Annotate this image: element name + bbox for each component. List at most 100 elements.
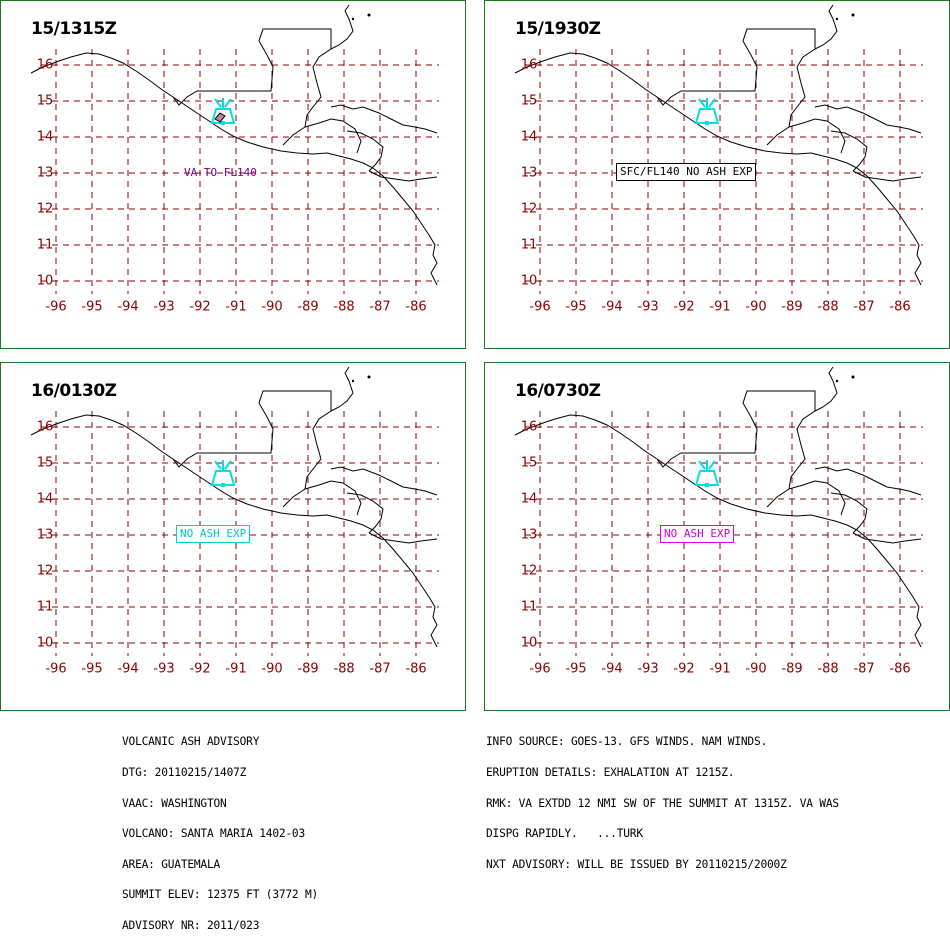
island <box>351 379 355 383</box>
forecast-time-label: 16/0730Z <box>515 381 601 401</box>
latitude-label: 14 <box>36 129 54 145</box>
island <box>835 17 839 21</box>
country-border <box>788 480 846 516</box>
advisory-line: INFO SOURCE: GOES-13. GFS WINDS. NAM WIN… <box>486 735 768 749</box>
longitude-label: -89 <box>781 299 803 315</box>
longitude-label: -90 <box>745 299 767 315</box>
longitude-label: -89 <box>297 299 319 315</box>
longitude-label: -90 <box>261 299 283 315</box>
advisory-line: VOLCANIC ASH ADVISORY <box>122 735 260 749</box>
latitude-label: 14 <box>520 129 538 145</box>
advisory-line: DTG: 20110215/1407Z <box>122 766 247 780</box>
coastline <box>514 414 922 648</box>
country-border <box>304 118 362 154</box>
eruption-plume-icon <box>224 98 232 108</box>
eruption-plume-icon <box>214 460 222 470</box>
longitude-label: -92 <box>673 299 695 315</box>
longitude-label: -86 <box>405 299 427 315</box>
latitude-label: 10 <box>520 273 538 289</box>
latitude-label: 11 <box>520 237 538 253</box>
longitude-label: -87 <box>369 661 391 677</box>
country-border <box>830 130 868 172</box>
coastline <box>330 466 438 496</box>
coastline <box>814 4 838 50</box>
longitude-label: -90 <box>261 661 283 677</box>
map-canvas <box>514 366 923 656</box>
country-border <box>788 118 846 154</box>
country-border <box>172 390 332 508</box>
forecast-time-label: 15/1930Z <box>515 19 601 39</box>
eruption-plume-icon <box>708 98 716 108</box>
latitude-label: 15 <box>36 93 54 109</box>
advisory-line: AREA: GUATEMALA <box>122 857 221 871</box>
longitude-label: -88 <box>333 299 355 315</box>
longitude-label: -89 <box>297 661 319 677</box>
longitude-label: -86 <box>889 661 911 677</box>
longitude-label: -95 <box>81 299 103 315</box>
longitude-label: -88 <box>333 661 355 677</box>
country-border <box>368 532 438 544</box>
latitude-label: 15 <box>520 455 538 471</box>
advisory-line: VAAC: WASHINGTON <box>122 796 227 810</box>
eruption-plume-icon <box>214 98 222 108</box>
advisory-line: RMK: VA EXTDD 12 NMI SW OF THE SUMMIT AT… <box>486 796 839 810</box>
volcano-summit-marker <box>705 483 709 487</box>
coastline <box>330 4 354 50</box>
map-panel-1: 15/1315Z VA TO FL140 16 15 14 13 12 11 10 -96 -9… <box>0 0 466 349</box>
coastline <box>814 366 838 412</box>
longitude-label: -93 <box>153 299 175 315</box>
eruption-plume-icon <box>708 460 716 470</box>
latitude-label: 14 <box>36 491 54 507</box>
coastline <box>30 52 438 286</box>
latitude-label: 11 <box>520 599 538 615</box>
longitude-label: -92 <box>189 299 211 315</box>
longitude-label: -94 <box>601 299 623 315</box>
volcano-summit-marker <box>705 121 709 125</box>
ash-note: SFC/FL140 NO ASH EXP <box>616 163 757 181</box>
country-border <box>656 28 816 146</box>
advisory-line: NXT ADVISORY: WILL BE ISSUED BY 20110215… <box>486 857 787 871</box>
longitude-label: -88 <box>817 299 839 315</box>
longitude-label: -87 <box>853 299 875 315</box>
longitude-label: -96 <box>529 661 551 677</box>
latitude-label: 12 <box>36 563 54 579</box>
longitude-label: -93 <box>153 661 175 677</box>
coastline <box>814 104 922 134</box>
map-panel-2: 15/1930Z SFC/FL140 NO ASH EXP 16 15 14 13 12… <box>484 0 950 349</box>
advisory-line: ADVISORY NR: 2011/023 <box>122 919 260 933</box>
longitude-label: -94 <box>117 299 139 315</box>
island <box>367 13 371 17</box>
longitude-label: -89 <box>781 661 803 677</box>
latitude-label: 16 <box>36 419 54 435</box>
eruption-plume-icon <box>698 98 706 108</box>
country-border <box>830 492 868 534</box>
country-border <box>852 170 922 182</box>
latitude-label: 16 <box>520 57 538 73</box>
country-border <box>172 28 332 146</box>
longitude-label: -95 <box>81 661 103 677</box>
longitude-label: -91 <box>709 661 731 677</box>
latitude-label: 14 <box>520 491 538 507</box>
advisory-line: DISPG RAPIDLY. ...TURK <box>486 827 643 841</box>
latitude-label: 11 <box>36 599 54 615</box>
volcano-summit-marker <box>221 483 225 487</box>
latitude-label: 13 <box>520 527 538 543</box>
longitude-label: -86 <box>889 299 911 315</box>
country-border <box>346 492 384 534</box>
map-panel-3: 16/0130Z NO ASH EXP 16 15 14 13 12 11 10 -96 -95… <box>0 362 466 711</box>
longitude-label: -92 <box>189 661 211 677</box>
ash-note: NO ASH EXP <box>660 525 735 543</box>
longitude-label: -92 <box>673 661 695 677</box>
country-border <box>656 390 816 508</box>
longitude-label: -95 <box>565 299 587 315</box>
latitude-label: 10 <box>36 273 54 289</box>
latitude-label: 10 <box>36 635 54 651</box>
coastline <box>330 104 438 134</box>
volcano-icon <box>210 470 236 486</box>
longitude-label: -94 <box>601 661 623 677</box>
volcano-icon <box>210 108 236 124</box>
volcano-summit-marker <box>221 121 225 125</box>
latitude-label: 13 <box>36 527 54 543</box>
longitude-label: -96 <box>45 661 67 677</box>
latitude-label: 15 <box>520 93 538 109</box>
